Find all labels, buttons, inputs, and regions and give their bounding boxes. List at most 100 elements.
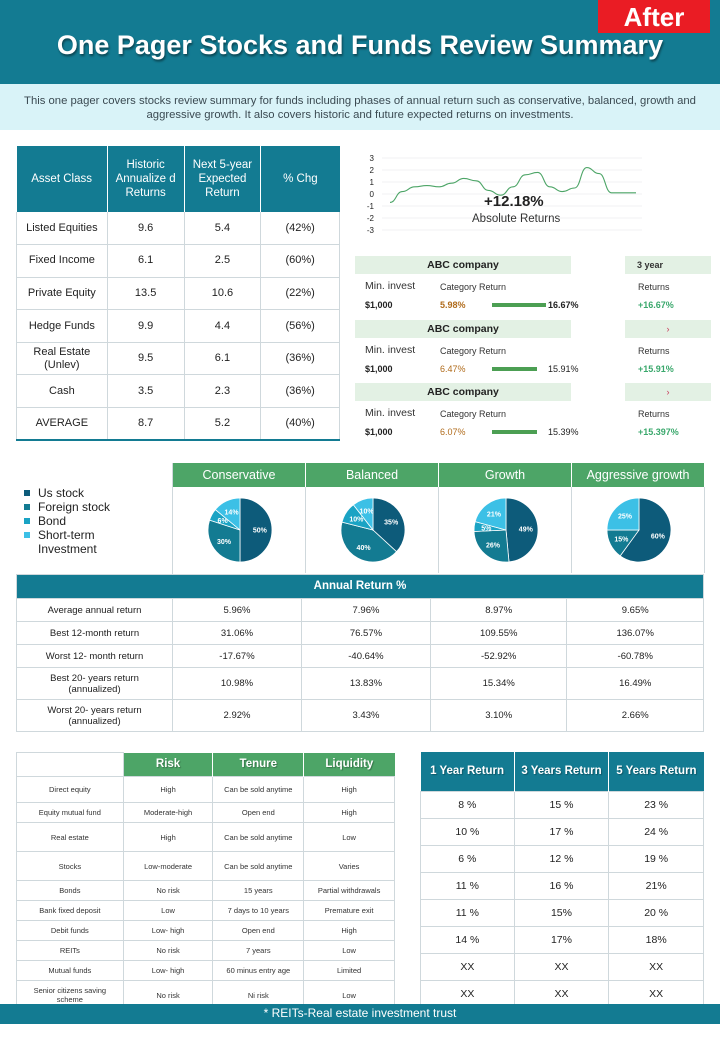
returns-row: XX XX XX: [420, 952, 704, 981]
risk-cell: Low: [303, 940, 395, 961]
annual-return-value: 3.43%: [300, 699, 431, 732]
asset-col-header: Asset Class: [16, 146, 108, 212]
returns-cell: XX: [608, 952, 704, 981]
portfolio-box: [172, 463, 705, 574]
expected-col-header: Next 5-year Expected Return: [184, 146, 262, 212]
risk-cell: High: [122, 822, 214, 852]
returns-value: +15.397%: [638, 427, 679, 437]
annual-return-value: 9.65%: [566, 598, 704, 622]
annual-return-value: -40.64%: [300, 644, 431, 668]
risk-cell: Low- high: [122, 960, 214, 981]
y-tick-label: 0: [370, 190, 375, 199]
risk-cell: REITs: [16, 940, 124, 961]
annual-return-row: Worst 12- month return -17.67% -40.64% -52.…: [16, 644, 704, 668]
legend-item: Foreign stock: [24, 500, 110, 514]
portfolio-column-header: Conservative: [173, 463, 306, 487]
legend-item: Bond: [24, 514, 110, 528]
y-tick-label: -1: [367, 202, 375, 211]
min-invest-value: $1,000: [365, 300, 393, 310]
risk-cell: 15 years: [212, 880, 305, 901]
asset-cell: 9.6: [107, 212, 185, 246]
footer-note: * REITs-Real estate investment trust: [0, 1004, 720, 1024]
asset-row: Cash 3.5 2.3 (36%): [16, 374, 340, 409]
chevron-right-icon[interactable]: ›: [625, 320, 711, 338]
historic-col-header: Historic Annualize d Returns: [107, 146, 185, 212]
annual-return-value: 136.07%: [566, 621, 704, 645]
risk-cell: Low: [303, 822, 395, 852]
category-return-label: Category Return: [440, 346, 507, 356]
legend-swatch: [24, 504, 30, 510]
min-invest-value: $1,000: [365, 427, 393, 437]
risk-cell: Low-moderate: [122, 851, 214, 881]
liquidity-col-header: Liquidity: [303, 752, 395, 777]
min-invest-label: Min. invest: [365, 344, 416, 356]
pie-slice: [207, 519, 240, 563]
pie-slice: [505, 497, 538, 563]
risk-cell: Can be sold anytime: [212, 776, 305, 803]
allocation-legend: Us stock Foreign stock Bond Short-term Inve…: [24, 486, 110, 556]
asset-row: Listed Equities 9.6 5.4 (42%): [16, 212, 340, 246]
three-year-header: 3 Years Return: [514, 752, 610, 791]
risk-cell: 60 minus entry age: [212, 960, 305, 981]
risk-cell: Moderate-high: [122, 802, 214, 823]
risk-row: Stocks Low-moderate Can be sold anytime Var…: [16, 851, 395, 881]
portfolio-cell: [572, 487, 705, 573]
legend-label: Foreign stock: [38, 500, 111, 514]
returns-value: +16.67%: [638, 300, 674, 310]
asset-cell: 13.5: [107, 277, 185, 311]
asset-cell: 3.5: [107, 374, 185, 409]
category-return-bar: [492, 367, 537, 371]
returns-cell: 17 %: [513, 817, 610, 846]
risk-row: REITs No risk 7 years Low: [16, 940, 395, 961]
risk-cell: Bank fixed deposit: [16, 900, 124, 921]
five-year-header: 5 Years Return: [608, 752, 704, 791]
asset-cell: 10.6: [184, 277, 262, 311]
portfolio-column-header: Growth: [439, 463, 572, 487]
risk-cell: Low: [122, 900, 214, 921]
risk-cell: No risk: [122, 880, 214, 901]
returns-row: 10 % 17 % 24 %: [420, 817, 704, 846]
returns-cell: 11 %: [420, 871, 515, 900]
pie-slice-label: 60%: [650, 534, 665, 541]
annual-return-value: 15.34%: [429, 667, 568, 700]
portfolio-cell: [439, 487, 572, 573]
returns-label: Returns: [638, 409, 670, 419]
period-tab[interactable]: 3 year: [625, 256, 711, 274]
legend-label: Us stock: [38, 486, 85, 500]
returns-row: 14 % 17% 18%: [420, 925, 704, 954]
returns-cell: XX: [608, 979, 704, 1008]
asset-cell: Real Estate (Unlev): [16, 342, 108, 376]
pie-slice-label: 10%: [359, 509, 374, 516]
risk-table: Risk Tenure Liquidity Direct equity High C…: [16, 752, 395, 1010]
returns-cell: 10 %: [420, 817, 515, 846]
pie-slice: [239, 497, 272, 563]
pie-slice-label: 6%: [217, 518, 228, 525]
pie-slice: [473, 529, 509, 563]
returns-series-line: [389, 167, 636, 203]
risk-cell: Low- high: [122, 920, 214, 941]
portfolio-column-header: Balanced: [306, 463, 439, 487]
pie-slice: [619, 497, 671, 563]
risk-cell: Equity mutual fund: [16, 802, 124, 823]
chevron-right-icon[interactable]: ›: [625, 383, 711, 401]
risk-cell: Open end: [212, 802, 305, 823]
min-invest-label: Min. invest: [365, 407, 416, 419]
min-invest-value: $1,000: [365, 364, 393, 374]
asset-cell: (40%): [260, 407, 340, 442]
risk-cell: Bonds: [16, 880, 124, 901]
annual-return-label: Worst 20- years return (annualized): [16, 699, 173, 732]
asset-row: Real Estate (Unlev) 9.5 6.1 (36%): [16, 342, 340, 376]
asset-cell: (42%): [260, 212, 340, 246]
risk-cell: 7 days to 10 years: [212, 900, 305, 921]
returns-row: XX XX XX: [420, 979, 704, 1008]
category-return-label: Category Return: [440, 409, 507, 419]
annual-return-label: Best 12-month return: [16, 621, 173, 645]
page-subtitle: This one pager covers stocks review summ…: [0, 84, 720, 130]
annual-return-caption: Annual Return %: [16, 574, 704, 599]
asset-cell: Fixed Income: [16, 244, 108, 278]
returns-cell: XX: [513, 952, 610, 981]
asset-cell: 6.1: [184, 342, 262, 376]
category-high-value: 15.39%: [548, 427, 579, 437]
returns-cell: 17%: [513, 925, 610, 954]
returns-value: +15.91%: [638, 364, 674, 374]
